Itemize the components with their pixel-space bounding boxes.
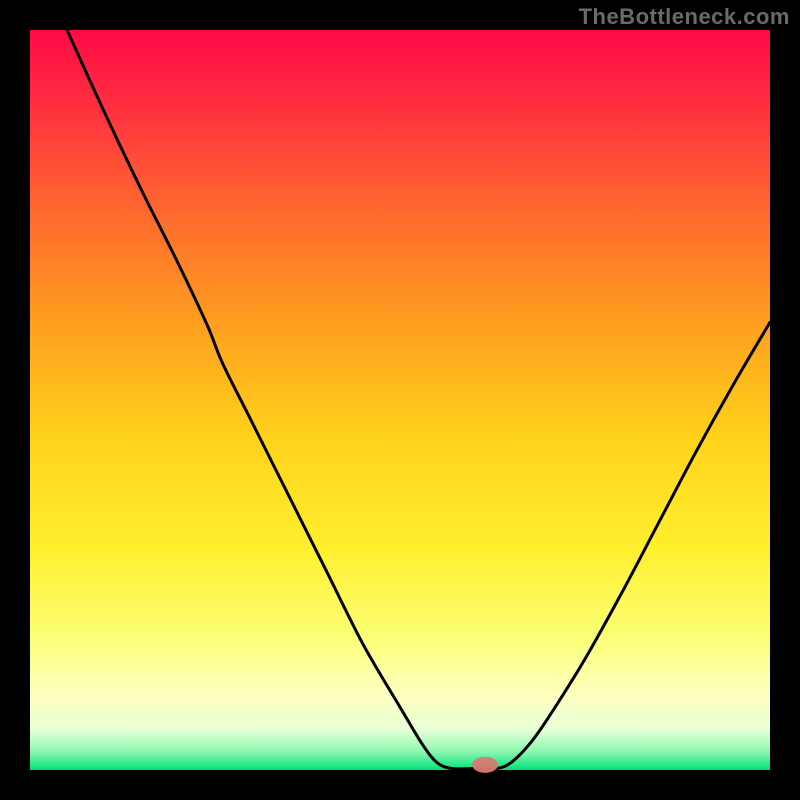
chart-plot-background bbox=[30, 30, 770, 770]
bottleneck-chart-svg bbox=[0, 0, 800, 800]
optimal-point-marker bbox=[472, 757, 498, 773]
bottleneck-chart-frame: TheBottleneck.com bbox=[0, 0, 800, 800]
